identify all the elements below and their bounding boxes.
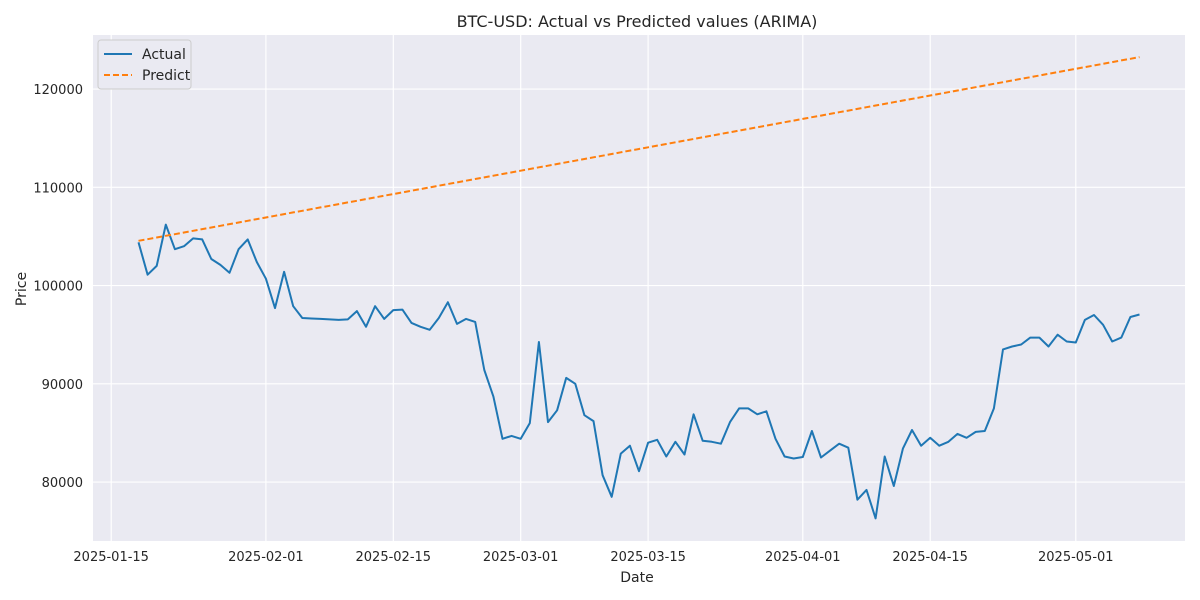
x-tick-label: 2025-05-01	[1038, 550, 1114, 565]
series-line-predict	[138, 56, 1140, 242]
x-tick-label: 2025-03-15	[610, 550, 686, 565]
x-tick-label: 2025-03-01	[483, 550, 559, 565]
y-tick-label: 110000	[33, 181, 83, 196]
y-tick-label: 120000	[33, 83, 83, 98]
x-tick-label: 2025-04-01	[765, 550, 841, 565]
x-tick-label: 2025-01-15	[73, 550, 149, 565]
y-tick-label: 90000	[42, 378, 83, 393]
y-tick-label: 80000	[42, 476, 83, 491]
y-axis: 80000 90000 100000 110000 120000	[33, 83, 83, 491]
x-axis-label: Date	[620, 570, 653, 586]
legend-label-predict: Predict	[142, 68, 191, 84]
y-tick-label: 100000	[33, 280, 83, 295]
legend-label-actual: Actual	[142, 47, 186, 63]
legend: Actual Predict	[97, 39, 192, 90]
series-layer	[137, 56, 1140, 520]
x-axis: 2025-01-15 2025-02-01 2025-02-15 2025-03-01…	[73, 550, 1113, 565]
x-tick-label: 2025-02-01	[228, 550, 304, 565]
x-tick-label: 2025-04-15	[892, 550, 968, 565]
plot-area	[93, 35, 1185, 541]
chart-title: BTC-USD: Actual vs Predicted values (ARI…	[457, 12, 818, 31]
series-line-actual	[137, 223, 1140, 520]
x-tick-label: 2025-02-15	[356, 550, 432, 565]
y-axis-label: Price	[14, 272, 30, 306]
legend-frame	[97, 39, 192, 90]
